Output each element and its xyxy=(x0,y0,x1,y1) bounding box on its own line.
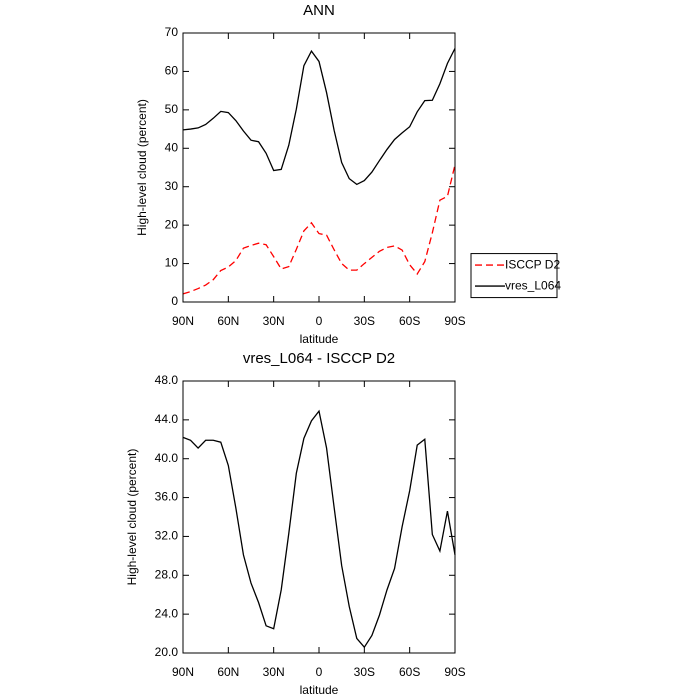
legend-label: ISCCP D2 xyxy=(505,257,560,271)
y-tick-label: 32.0 xyxy=(155,529,179,543)
chart-title: ANN xyxy=(303,2,335,19)
y-tick-label: 10 xyxy=(165,256,179,270)
y-axis-label: High-level cloud (percent) xyxy=(135,99,149,236)
x-tick-label: 30N xyxy=(263,314,285,328)
x-axis-label: latitude xyxy=(300,332,339,346)
legend-label: vres_L064 xyxy=(505,278,561,292)
y-tick-label: 20 xyxy=(165,217,179,231)
x-tick-label: 60S xyxy=(399,665,420,679)
x-tick-label: 0 xyxy=(316,314,323,328)
x-tick-label: 60N xyxy=(217,314,239,328)
x-tick-label: 30N xyxy=(263,665,285,679)
data-line xyxy=(182,164,456,295)
y-tick-label: 30 xyxy=(165,179,179,193)
x-tick-label: 90N xyxy=(172,314,194,328)
y-tick-label: 28.0 xyxy=(155,567,179,581)
y-tick-label: 40 xyxy=(165,140,179,154)
x-tick-label: 90S xyxy=(444,314,465,328)
y-tick-label: 50 xyxy=(165,102,179,116)
y-tick-label: 24.0 xyxy=(155,606,179,620)
x-tick-label: 60S xyxy=(399,314,420,328)
x-tick-label: 30S xyxy=(354,665,375,679)
x-axis-label: latitude xyxy=(300,683,339,697)
y-tick-label: 60 xyxy=(165,64,179,78)
y-tick-label: 44.0 xyxy=(155,412,179,426)
x-tick-label: 90S xyxy=(444,665,465,679)
legend-box xyxy=(470,253,558,299)
chart-title: vres_L064 - ISCCP D2 xyxy=(243,350,395,367)
x-tick-label: 0 xyxy=(316,665,323,679)
y-tick-label: 0 xyxy=(171,294,178,308)
y-tick-label: 36.0 xyxy=(155,490,179,504)
plot-frame xyxy=(182,32,456,303)
x-tick-label: 90N xyxy=(172,665,194,679)
x-tick-label: 60N xyxy=(217,665,239,679)
y-tick-label: 20.0 xyxy=(155,645,179,659)
y-axis-label: High-level cloud (percent) xyxy=(125,449,139,586)
plot-frame xyxy=(182,380,456,654)
y-tick-label: 48.0 xyxy=(155,373,179,387)
y-tick-label: 70 xyxy=(165,25,179,39)
y-tick-label: 40.0 xyxy=(155,451,179,465)
data-line xyxy=(182,409,456,649)
x-tick-label: 30S xyxy=(354,314,375,328)
data-line xyxy=(182,48,456,186)
